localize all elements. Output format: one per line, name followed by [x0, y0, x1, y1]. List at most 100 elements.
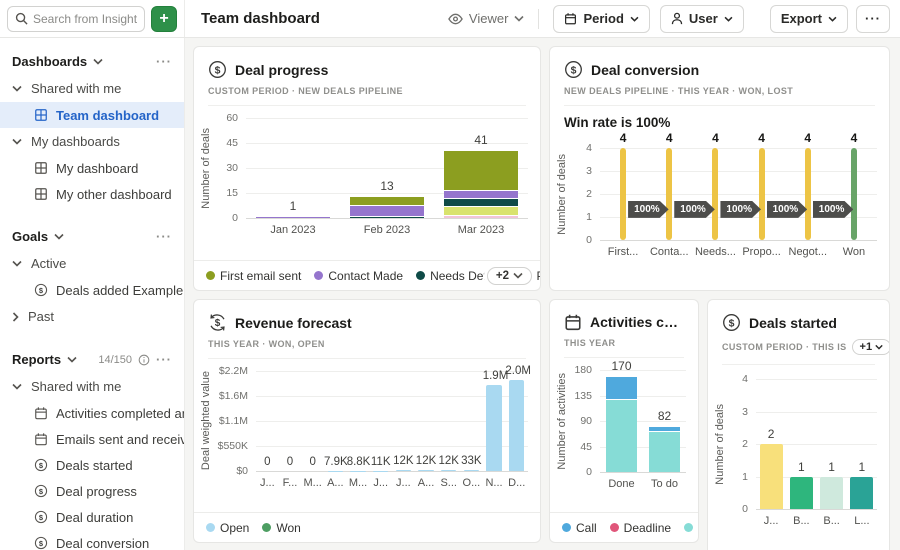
sidebar-item-label: Activities completed an...	[56, 405, 184, 421]
section-title: Dashboards	[12, 54, 88, 69]
conversion-rate-badge: 100%	[628, 200, 669, 218]
gridline	[756, 476, 877, 478]
bar-segment-first-email-sent[interactable]	[350, 196, 424, 205]
user-button[interactable]: User	[659, 4, 744, 33]
chart-bar[interactable]	[463, 469, 480, 471]
export-button[interactable]: Export	[769, 4, 848, 33]
period-button[interactable]: Period	[553, 4, 650, 33]
deal-progress-legend: First email sent Contact Made Needs Define…	[194, 260, 540, 290]
legend-item-meeting[interactable]: Meeting	[684, 521, 698, 535]
bar-segment-contact-made[interactable]	[444, 189, 518, 199]
chart-bar[interactable]	[789, 476, 813, 509]
x-axis: First... Conta... Needs... Propo... Negot...…	[554, 240, 877, 258]
bar-segment-contact-made[interactable]	[256, 216, 330, 218]
deal-conversion-chart: Number of deals 4 3 2 1 0 4 100% 4 100% 4 100% 4 100%…	[550, 131, 889, 258]
bar-segment-call[interactable]	[648, 425, 681, 431]
x-axis-pad	[554, 246, 600, 258]
x-axis: J... B... B... L...	[712, 509, 877, 527]
activity-icon	[564, 313, 582, 331]
viewer-label: Viewer	[468, 11, 509, 26]
y-axis-ticks: $2.2M $1.6M $1.1M $550K $0	[217, 365, 248, 477]
bar-segment-contact-made[interactable]	[350, 204, 424, 217]
gridline	[600, 171, 877, 172]
sidebar-item-deals-started[interactable]: $ Deals started	[0, 452, 184, 478]
sidebar-item-my-other-dashboard[interactable]: My other dashboard	[0, 181, 184, 207]
legend-item-open[interactable]: Open	[206, 521, 249, 535]
legend-label: Call	[576, 520, 597, 535]
legend-label: First email sent	[220, 268, 302, 283]
chart-bar[interactable]	[820, 476, 844, 509]
chart-bar[interactable]	[666, 148, 673, 240]
y-axis-label: Number of deals	[714, 403, 726, 485]
bar-segment-needs-defined[interactable]	[444, 198, 518, 207]
chart-bar[interactable]	[620, 148, 627, 240]
bar-segment-meeting[interactable]	[605, 399, 638, 472]
card-deals-started: $ Deals started CUSTOM PERIOD · THIS IS …	[707, 299, 890, 550]
chevron-down-icon	[12, 383, 22, 390]
legend-item-first-email-sent[interactable]: First email sent	[206, 269, 301, 283]
chart-bar[interactable]	[712, 148, 719, 240]
section-header-dashboards[interactable]: Dashboards ···	[0, 48, 184, 75]
legend-dot	[206, 523, 215, 532]
filters-more-pill[interactable]: +1	[851, 339, 889, 355]
section-more-button[interactable]: ···	[156, 352, 172, 367]
chart-bar[interactable]	[441, 470, 457, 471]
add-button[interactable]: +	[151, 5, 177, 32]
chart-bar[interactable]	[758, 148, 765, 240]
legend-more-pill[interactable]: +2	[486, 266, 532, 285]
section-more-button[interactable]: ···	[156, 54, 172, 69]
legend-item-contact-made[interactable]: Contact Made	[314, 269, 403, 283]
bar-segment-meeting[interactable]	[648, 430, 681, 472]
sidebar-group-shared-with-me[interactable]: Shared with me	[0, 75, 184, 102]
chart-bar[interactable]	[350, 118, 424, 218]
chart-bar[interactable]	[850, 148, 857, 240]
chart-bar[interactable]	[395, 470, 412, 471]
reports-count: 14/150	[98, 353, 132, 366]
viewer-dropdown[interactable]: Viewer	[448, 11, 525, 26]
bar-segment-other[interactable]	[444, 214, 518, 218]
bar-segment-first-email-sent[interactable]	[444, 149, 518, 190]
chart-bar[interactable]	[486, 384, 502, 471]
sidebar-group-past[interactable]: Past	[0, 303, 184, 330]
card-title: Deal progress	[235, 61, 329, 78]
legend-label: Open	[220, 520, 250, 535]
bar-segment-proposal-made[interactable]	[444, 206, 518, 215]
gridline	[256, 446, 528, 447]
legend-item-won[interactable]: Won	[262, 521, 301, 535]
search-box[interactable]	[7, 5, 145, 32]
sidebar-item-deal-progress[interactable]: $ Deal progress	[0, 478, 184, 504]
sidebar-item-activities-completed-an-[interactable]: Activities completed an...	[0, 400, 184, 426]
sidebar-item-emails-sent-and-received[interactable]: Emails sent and received	[0, 426, 184, 452]
chart-bar[interactable]	[418, 470, 434, 471]
sidebar-group-shared-with-me[interactable]: Shared with me	[0, 373, 184, 400]
chart-bar[interactable]	[444, 118, 518, 218]
sidebar-item-deal-conversion[interactable]: $ Deal conversion	[0, 530, 184, 550]
chart-bar[interactable]	[605, 370, 638, 472]
legend-item-call[interactable]: Call	[562, 521, 597, 535]
sidebar-item-my-dashboard[interactable]: My dashboard	[0, 155, 184, 181]
chart-bar[interactable]	[759, 444, 783, 509]
section-more-button[interactable]: ···	[156, 229, 172, 244]
section-header-reports[interactable]: Reports 14/150 ···	[0, 346, 184, 373]
bar-value-label: 1	[828, 459, 835, 474]
chart-bar[interactable]	[804, 148, 811, 240]
sidebar-group-active[interactable]: Active	[0, 250, 184, 277]
search-input[interactable]	[33, 11, 137, 26]
section-title: Reports	[12, 352, 62, 367]
section-header-goals[interactable]: Goals ···	[0, 223, 184, 250]
gridline	[600, 240, 877, 241]
sidebar-item-team-dashboard[interactable]: Team dashboard	[0, 102, 184, 128]
sidebar-group-my-dashboards[interactable]: My dashboards	[0, 128, 184, 155]
bar-segment-needs-defined[interactable]	[350, 216, 424, 218]
chart-bar[interactable]	[648, 370, 681, 472]
bar-segment-call[interactable]	[605, 375, 638, 400]
chart-bar[interactable]	[372, 470, 389, 471]
sidebar-item-deals-added-example-t-[interactable]: $ Deals added Example t...	[0, 277, 184, 303]
legend-item-deadline[interactable]: Deadline	[609, 521, 671, 535]
chart-bar[interactable]	[850, 476, 874, 509]
x-axis: J... F... M... A... M... J... J... A... S... O...…	[198, 471, 528, 489]
chart-bar[interactable]	[256, 118, 330, 218]
sidebar-item-deal-duration[interactable]: $ Deal duration	[0, 504, 184, 530]
topbar-more-button[interactable]: ···	[856, 4, 890, 33]
chart-bar[interactable]	[509, 380, 525, 471]
